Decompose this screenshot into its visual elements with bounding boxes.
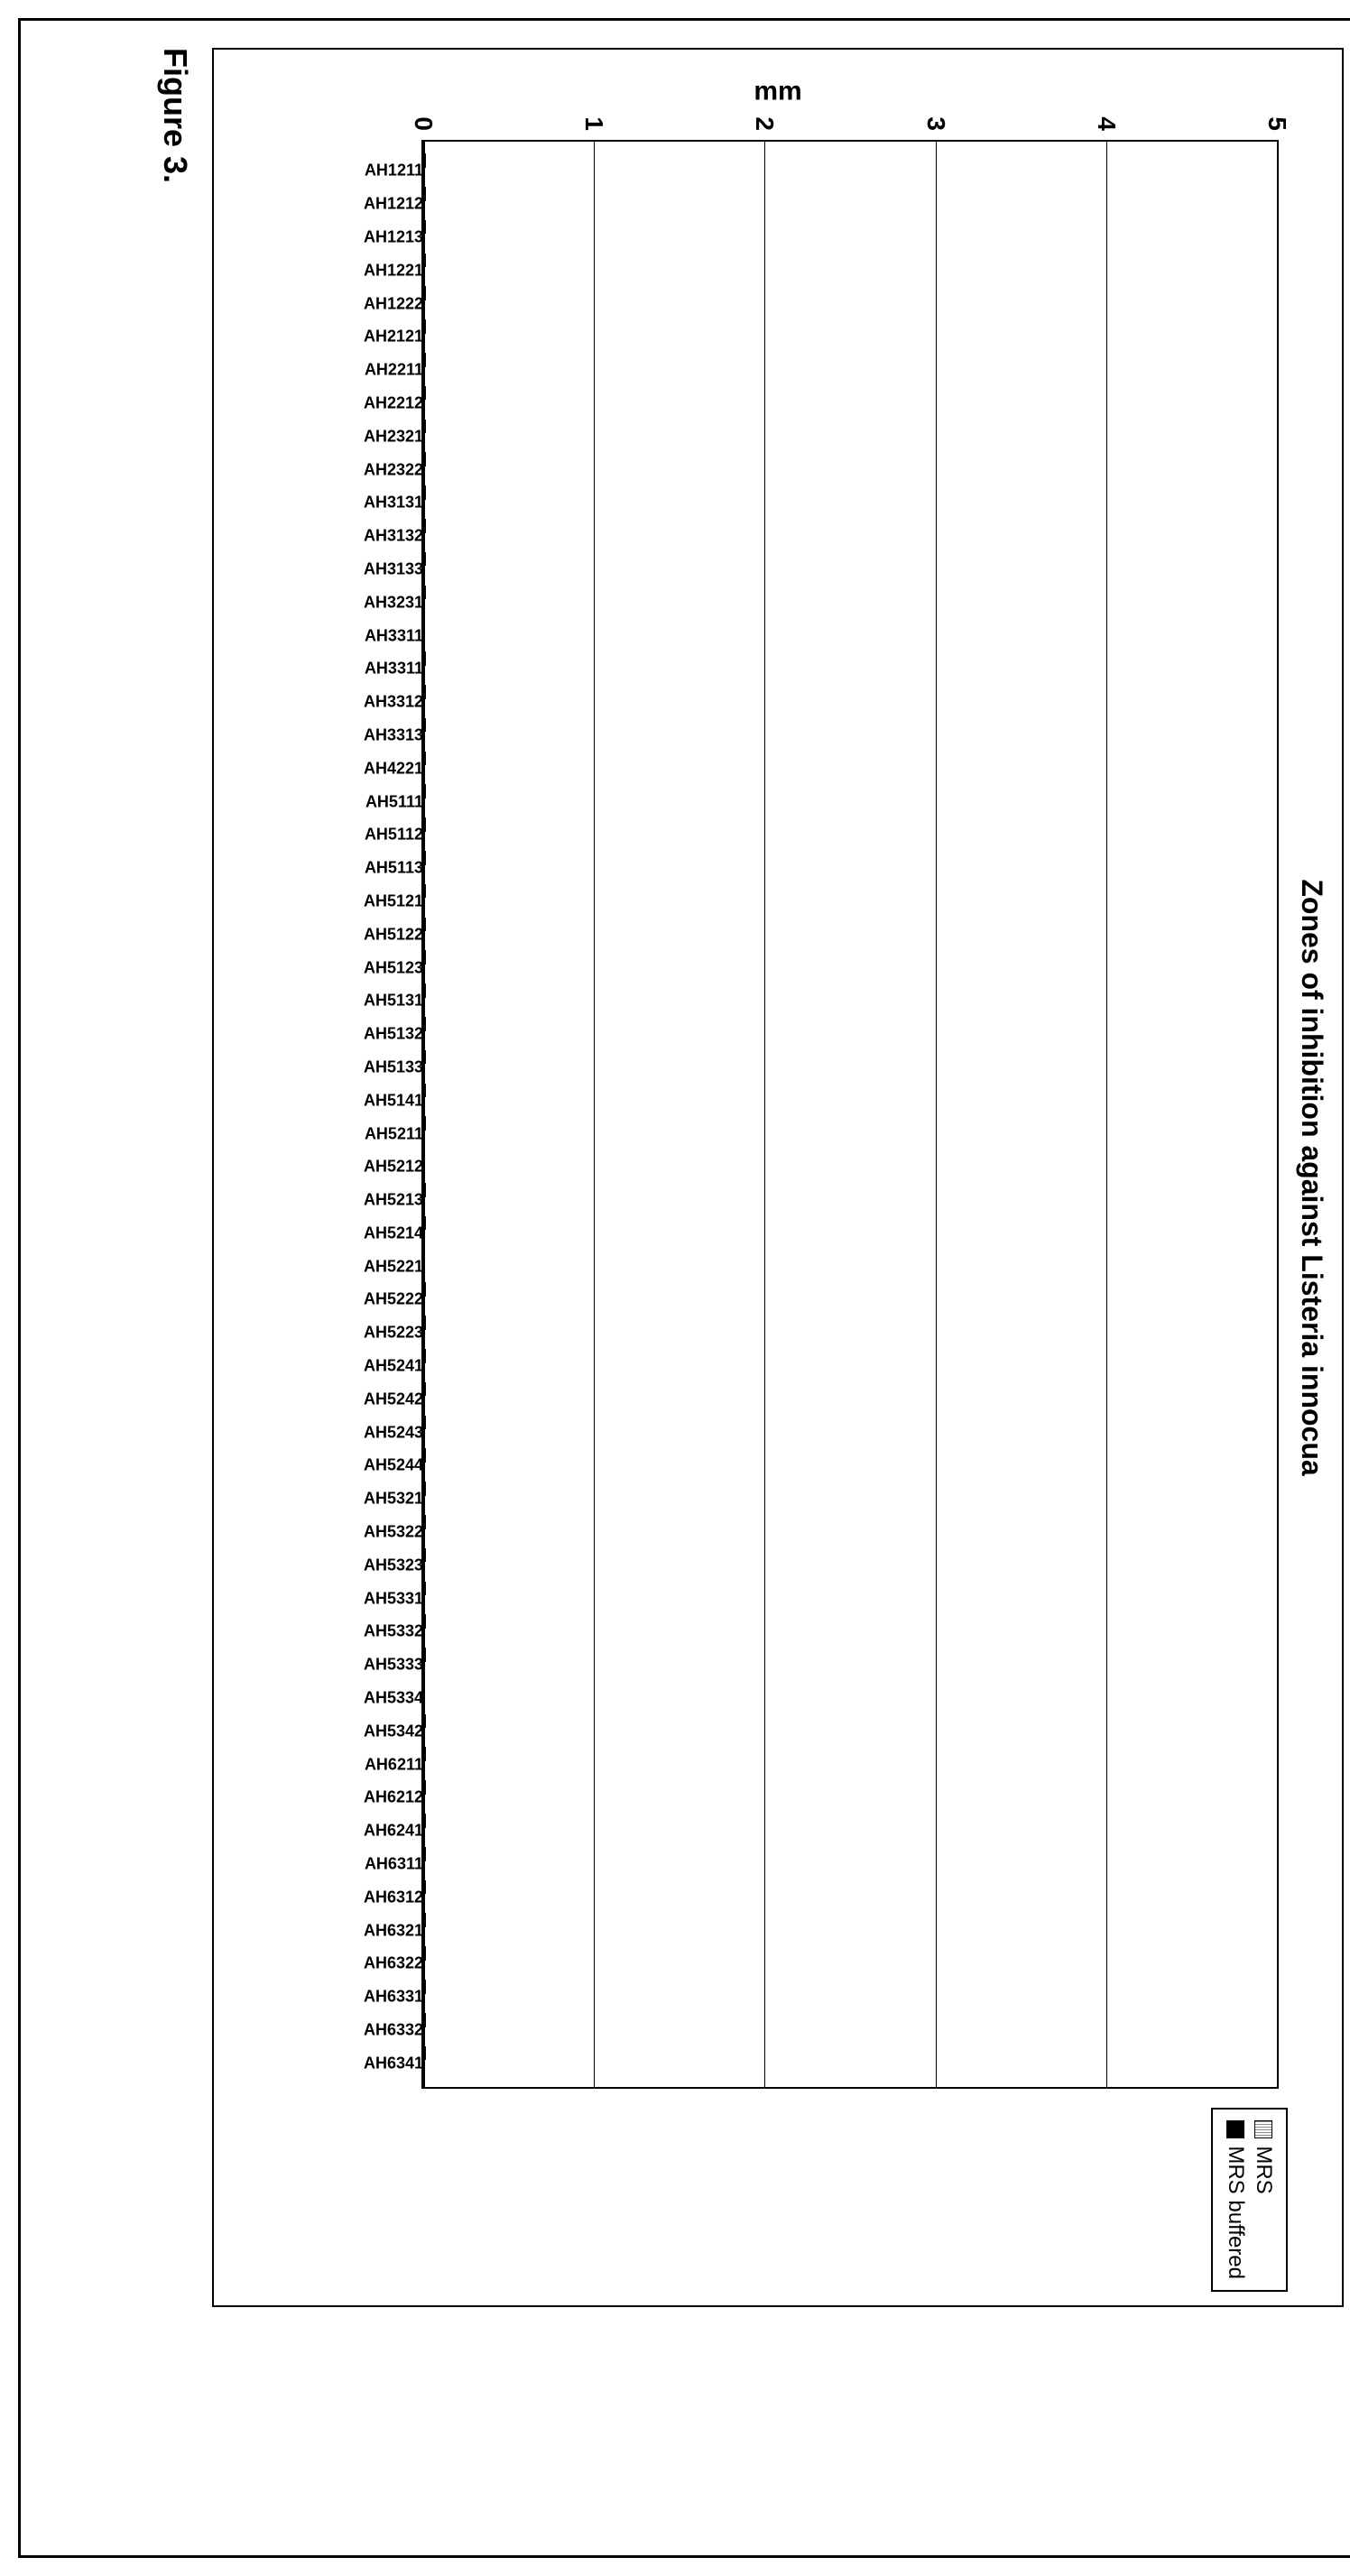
category-label: AH5112 (365, 820, 423, 845)
legend-row: MRS (1251, 2120, 1276, 2279)
category-label: AH5331 (364, 1583, 423, 1608)
category-label: AH3311 (365, 621, 423, 645)
chart-title: Zones of inhibition against Listeria inn… (1290, 50, 1342, 2305)
category-label: AH5122 (364, 919, 423, 944)
gridline (936, 142, 937, 2087)
category-label: AH3313 (364, 720, 423, 744)
gridline (423, 142, 424, 2087)
category-label: AH5121 (364, 886, 423, 910)
legend-label: MRS (1251, 2146, 1276, 2193)
category-label: AH5132 (364, 1020, 423, 1044)
category-label: AH3133 (364, 554, 423, 578)
category-label: AH2212 (364, 388, 423, 412)
chart-frame: Zones of inhibition against Listeria inn… (212, 48, 1344, 2307)
legend-swatch (1226, 2120, 1244, 2138)
category-label: AH5223 (364, 1318, 423, 1343)
category-label: AH6311 (365, 1850, 423, 1874)
legend-swatch (1254, 2120, 1272, 2138)
landscape-wrapper: Zones of inhibition against Listeria inn… (48, 48, 1344, 2534)
category-label: AH5111 (365, 787, 423, 811)
category-label: AH5321 (364, 1484, 423, 1509)
legend: MRSMRS buffered (1211, 2108, 1288, 2292)
category-label: AH4221 (364, 753, 423, 778)
category-label: AH6211 (365, 1750, 423, 1774)
category-label: AH5131 (364, 986, 423, 1011)
category-label: AH3131 (364, 488, 423, 512)
category-label: AH5212 (364, 1152, 423, 1177)
gridline (1277, 142, 1278, 2087)
category-label: AH5241 (364, 1352, 423, 1376)
figure-label: Figure 3. (156, 48, 212, 2534)
gridline (594, 142, 595, 2087)
category-label: AH1222 (364, 289, 423, 313)
category-label: AH1211 (365, 156, 423, 180)
category-label: AH6331 (364, 1982, 423, 2007)
category-label: AH1221 (364, 255, 423, 280)
y-axis-title: mm (754, 77, 801, 107)
category-label: AH5332 (364, 1617, 423, 1641)
category-label: AH3132 (364, 522, 423, 546)
category-label: AH5113 (365, 854, 423, 878)
category-label: AH5334 (364, 1684, 423, 1708)
category-label: AH1212 (364, 189, 423, 214)
category-label: AH5123 (364, 953, 423, 977)
category-label: AH6332 (364, 2016, 423, 2040)
category-label: AH5243 (364, 1417, 423, 1442)
category-label: AH2321 (364, 421, 423, 446)
category-label: AH6341 (364, 2048, 423, 2073)
category-label: AH3231 (364, 587, 423, 612)
category-label: AH5244 (364, 1451, 423, 1475)
page-frame: Zones of inhibition against Listeria inn… (18, 18, 1350, 2558)
category-label: AH6322 (364, 1949, 423, 1973)
category-label: AH6241 (364, 1816, 423, 1841)
category-label: AH5221 (364, 1251, 423, 1276)
category-label: AH6212 (364, 1783, 423, 1807)
y-tick-label: 3 (921, 116, 950, 142)
y-tick-label: 0 (409, 116, 438, 142)
category-label: AH2211 (365, 355, 423, 380)
category-label: AH5222 (364, 1285, 423, 1309)
category-label: AH5213 (364, 1186, 423, 1210)
category-label: AH3312 (364, 688, 423, 712)
legend-row: MRS buffered (1223, 2120, 1248, 2279)
y-tick-label: 4 (1092, 116, 1121, 142)
category-label: AH5214 (364, 1218, 423, 1242)
category-label: AH6312 (364, 1882, 423, 1907)
category-label: AH5323 (364, 1550, 423, 1574)
y-tick-label: 2 (750, 116, 779, 142)
y-tick-label: 1 (579, 116, 608, 142)
y-tick-label: 5 (1262, 116, 1291, 142)
category-label: AH1213 (364, 222, 423, 246)
gridline (1106, 142, 1107, 2087)
category-label: AH5141 (364, 1085, 423, 1110)
category-label: AH5242 (364, 1384, 423, 1408)
bars-container: AH1211AH1212AH1213AH1221AH1222AH2121AH22… (423, 152, 1277, 2076)
category-label: AH2322 (364, 455, 423, 479)
legend-label: MRS buffered (1223, 2146, 1248, 2279)
plot-area: AH1211AH1212AH1213AH1221AH1222AH2121AH22… (421, 140, 1279, 2089)
category-label: AH5133 (364, 1052, 423, 1076)
category-label: AH5342 (364, 1716, 423, 1740)
category-label: AH5333 (364, 1650, 423, 1675)
category-label: AH3311 (365, 654, 423, 679)
category-label: AH6321 (364, 1916, 423, 1940)
category-label: AH5211 (365, 1119, 423, 1143)
category-label: AH5322 (364, 1518, 423, 1542)
category-label: AH2121 (364, 322, 423, 346)
gridline (764, 142, 765, 2087)
